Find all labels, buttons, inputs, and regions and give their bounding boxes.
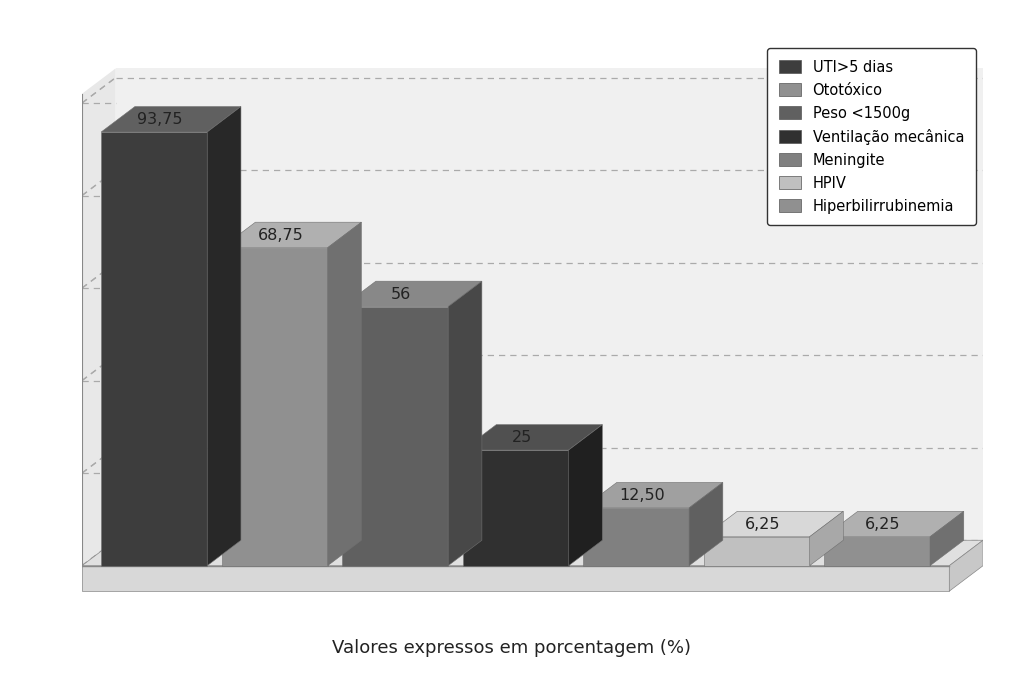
Polygon shape — [82, 68, 116, 591]
Polygon shape — [930, 511, 964, 566]
Polygon shape — [703, 537, 810, 566]
Polygon shape — [463, 450, 568, 566]
Polygon shape — [949, 540, 983, 591]
Polygon shape — [101, 132, 207, 566]
Text: 25: 25 — [512, 431, 531, 445]
Text: 68,75: 68,75 — [258, 228, 303, 243]
Polygon shape — [703, 511, 844, 537]
Polygon shape — [82, 540, 983, 566]
Polygon shape — [328, 222, 361, 566]
Polygon shape — [583, 508, 689, 566]
Text: 12,50: 12,50 — [620, 488, 665, 503]
Polygon shape — [824, 537, 930, 566]
Polygon shape — [101, 106, 241, 132]
Polygon shape — [82, 566, 949, 591]
Polygon shape — [583, 483, 723, 508]
Polygon shape — [689, 483, 723, 566]
Polygon shape — [342, 281, 482, 307]
Polygon shape — [449, 281, 482, 566]
Polygon shape — [221, 222, 361, 248]
Polygon shape — [824, 511, 964, 537]
Text: Valores expressos em porcentagem (%): Valores expressos em porcentagem (%) — [333, 638, 691, 657]
Polygon shape — [116, 68, 983, 566]
Text: 6,25: 6,25 — [744, 517, 780, 532]
Text: 56: 56 — [391, 287, 412, 302]
Polygon shape — [221, 248, 328, 566]
Text: 93,75: 93,75 — [137, 112, 183, 127]
Polygon shape — [463, 424, 602, 450]
Polygon shape — [207, 106, 241, 566]
Polygon shape — [810, 511, 844, 566]
Text: 6,25: 6,25 — [865, 517, 901, 532]
Legend: UTI>5 dias, Ototóxico, Peso <1500g, Ventilação mecânica, Meningite, HPIV, Hiperb: UTI>5 dias, Ototóxico, Peso <1500g, Vent… — [767, 48, 976, 225]
Polygon shape — [342, 307, 449, 566]
Polygon shape — [568, 424, 602, 566]
